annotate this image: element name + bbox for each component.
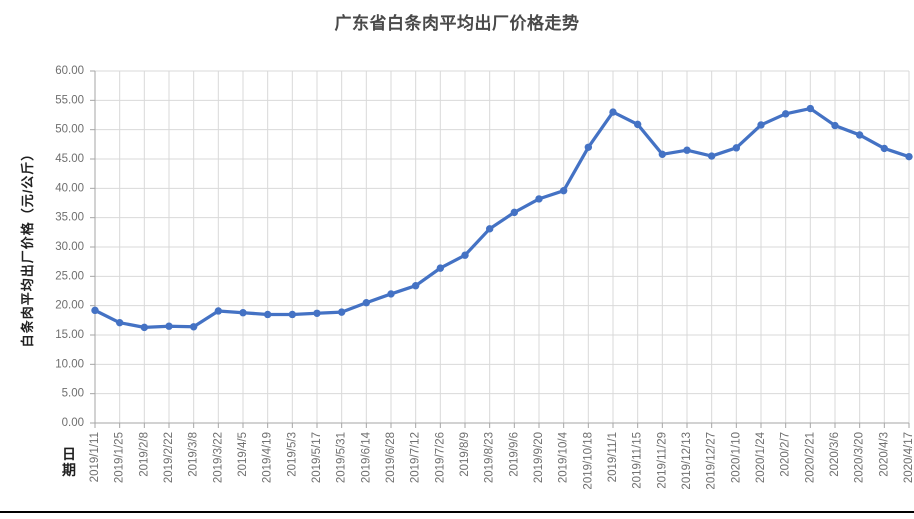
x-tick-label: 2019/11/1 — [607, 432, 619, 482]
data-point-marker — [905, 152, 913, 161]
data-point-marker — [189, 323, 198, 331]
x-tick-label: 2019/6/28 — [385, 432, 397, 483]
y-tick-label: 10.00 — [55, 358, 84, 370]
x-tick-label: 2019/11/29 — [656, 432, 668, 489]
y-tick-label: 40.00 — [55, 182, 84, 194]
data-point-marker — [313, 309, 321, 317]
x-tick-label: 2019/4/19 — [262, 432, 274, 483]
data-point-marker — [387, 290, 395, 298]
x-tick-label: 2019/1/25 — [114, 432, 126, 483]
gridlines — [94, 70, 910, 424]
data-point-marker — [732, 144, 741, 152]
data-point-marker — [362, 299, 371, 307]
data-point-marker — [91, 306, 99, 315]
y-tick-label: 35.00 — [55, 212, 84, 224]
x-tick-label: 2020/2/7 — [780, 432, 792, 477]
data-point-marker — [855, 131, 864, 139]
x-tick-label: 2019/3/22 — [212, 432, 224, 483]
data-point-marker — [609, 108, 617, 116]
y-tick-label: 15.00 — [55, 329, 84, 341]
x-tick-label: 2019/5/3 — [286, 432, 298, 477]
y-tick-labels: 0.00 5.00 10.00 15.00 20.00 25.00 30.00 35.00 40… — [55, 65, 84, 429]
y-tick-label: 0.00 — [62, 417, 84, 429]
x-tick-label: 2019/9/6 — [508, 432, 520, 477]
price-line-series — [93, 106, 911, 329]
data-point-marker — [831, 121, 839, 130]
data-point-marker — [239, 309, 247, 317]
x-tick-label: 2019/12/13 — [681, 432, 693, 490]
x-tick-label: 2020/1/24 — [755, 431, 767, 483]
x-tick-label: 2019/5/17 — [311, 432, 323, 483]
x-tick-label: 2019/8/9 — [459, 432, 471, 477]
x-tick-label: 2019/12/27 — [706, 432, 718, 490]
x-tick-label: 2019/2/22 — [163, 432, 175, 483]
x-tick-label: 2019/9/20 — [533, 432, 545, 483]
y-tick-label: 20.00 — [55, 300, 84, 312]
data-point-marker — [707, 152, 716, 160]
data-point-marker — [757, 121, 765, 129]
data-point-marker — [214, 307, 223, 315]
y-tick-label: 60.00 — [55, 65, 84, 77]
y-tick-label: 25.00 — [55, 270, 84, 282]
x-tick-label: 2020/4/3 — [878, 432, 890, 477]
x-tick-label: 2020/3/20 — [854, 432, 866, 483]
data-point-marker — [115, 318, 124, 327]
x-tick-label: 2019/3/8 — [188, 432, 200, 477]
data-point-marker — [288, 310, 297, 319]
data-point-marker — [806, 104, 815, 113]
x-tick-label: 2019/1/11 — [89, 432, 101, 482]
data-point-marker — [337, 308, 346, 316]
x-tick-label: 2019/7/12 — [410, 432, 422, 483]
x-tick-label: 2020/4/17 — [903, 432, 914, 483]
x-tick-label: 2019/6/14 — [360, 431, 372, 483]
x-tick-label: 2019/10/4 — [558, 431, 570, 483]
x-tick-labels: 2019/1/11 2019/1/25 2019/2/8 2019/2/22 2019/… — [89, 431, 914, 489]
y-tick-label: 45.00 — [55, 153, 84, 165]
x-tick-label: 2020/3/6 — [829, 432, 841, 477]
x-tick-label: 2019/10/18 — [582, 432, 594, 490]
data-point-marker — [584, 143, 593, 151]
x-tick-label: 2019/5/31 — [336, 432, 348, 483]
y-tick-label: 30.00 — [55, 241, 84, 253]
data-point-marker — [461, 251, 469, 259]
x-tick-label: 2020/1/10 — [730, 432, 742, 483]
data-point-marker — [559, 186, 568, 195]
data-point-marker — [510, 208, 519, 217]
data-point-marker — [436, 264, 445, 272]
x-axis-title: 日期 — [62, 446, 76, 478]
data-point-markers — [91, 104, 913, 332]
data-point-marker — [140, 323, 149, 332]
x-tick-label: 2019/8/23 — [484, 432, 496, 483]
y-tick-label: 50.00 — [55, 124, 84, 136]
data-point-marker — [880, 144, 889, 153]
x-tick-label: 2019/4/5 — [237, 432, 249, 477]
x-tick-label: 2019/7/26 — [434, 432, 446, 483]
x-tick-label: 2019/11/15 — [632, 432, 644, 489]
y-tick-label: 5.00 — [62, 388, 84, 400]
y-tick-label: 55.00 — [55, 94, 84, 106]
data-point-marker — [633, 120, 642, 129]
data-point-marker — [263, 310, 272, 319]
data-point-marker — [411, 282, 420, 290]
data-point-marker — [658, 150, 667, 159]
data-point-marker — [485, 225, 494, 233]
chart-title: 广东省白条肉平均出厂价格走势 — [334, 14, 580, 33]
data-point-marker — [165, 322, 173, 330]
axes — [90, 70, 910, 428]
x-tick-label: 2019/2/8 — [138, 432, 150, 477]
data-point-marker — [781, 110, 790, 118]
data-point-marker — [683, 146, 691, 154]
bottom-border-line — [0, 511, 914, 513]
x-tick-label: 2020/2/21 — [804, 432, 816, 483]
data-point-marker — [535, 195, 543, 203]
